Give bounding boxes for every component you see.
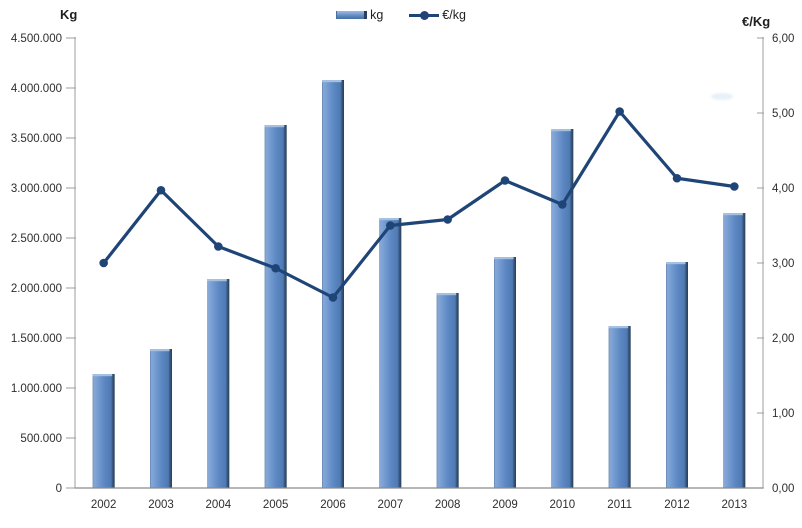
bar-rect <box>723 213 746 488</box>
x-axis-label-2008: 2008 <box>435 499 461 511</box>
bar-2012 <box>666 262 688 488</box>
bar-rect <box>379 218 402 488</box>
bar-top-bevel <box>494 257 514 260</box>
left-axis-tick-label: 3.500.000 <box>11 133 62 145</box>
legend: kg €/kg <box>0 8 802 22</box>
bar-2008 <box>436 293 459 488</box>
bar-top-bevel <box>723 213 743 216</box>
line-marker-2007 <box>386 221 395 230</box>
line-marker-2011 <box>615 107 624 116</box>
x-axis-label-2011: 2011 <box>607 499 632 511</box>
left-axis-title: Kg <box>60 7 78 22</box>
line-marker-2004 <box>214 242 223 251</box>
x-axis-label-2010: 2010 <box>550 499 576 511</box>
bar-rect <box>608 326 631 488</box>
left-axis-tick-label: 4.500.000 <box>11 33 62 45</box>
left-axis-tick-label: 1.500.000 <box>11 333 62 345</box>
bar-series-swatch-icon <box>336 11 368 19</box>
line-marker-2012 <box>672 173 682 183</box>
bar-2005 <box>264 125 287 488</box>
line-marker-2010 <box>558 200 567 209</box>
bar-top-bevel <box>322 80 342 83</box>
x-axis-label-2007: 2007 <box>378 499 404 511</box>
watermark-smudge <box>711 93 733 100</box>
right-axis-tick-label: 1,00 <box>772 408 794 420</box>
bar-series-kg <box>92 80 746 488</box>
line-marker-2013 <box>730 182 739 191</box>
line-marker-2003 <box>156 185 166 195</box>
left-axis-tick-label: 4.000.000 <box>11 83 62 95</box>
bar-top-bevel <box>608 326 629 329</box>
bar-2010 <box>551 129 574 488</box>
line-marker-2008 <box>443 215 452 224</box>
x-axis-label-2002: 2002 <box>91 499 117 511</box>
line-marker-2006 <box>328 293 338 302</box>
bar-2011 <box>608 326 631 488</box>
bar-rect <box>264 125 287 488</box>
bar-rect <box>150 349 172 488</box>
legend-label-kg: kg <box>370 8 384 22</box>
bar-2004 <box>207 279 230 488</box>
line-marker-2005 <box>271 263 280 273</box>
x-axis-label-2009: 2009 <box>492 499 518 511</box>
bar-top-bevel <box>379 218 399 221</box>
bar-2007 <box>379 218 402 488</box>
line-series-eur-per-kg <box>102 109 736 300</box>
right-axis-tick-label: 5,00 <box>772 108 794 120</box>
bar-2003 <box>150 349 172 488</box>
bar-2006 <box>322 80 344 488</box>
x-axis-label-2005: 2005 <box>263 499 289 511</box>
right-axis-tick-label: 3,00 <box>772 258 794 270</box>
bar-rect <box>207 279 230 488</box>
bar-top-bevel <box>92 374 113 377</box>
x-axis-label-2012: 2012 <box>664 499 690 511</box>
left-axis-tick-label: 0 <box>56 483 62 495</box>
line-marker-2009 <box>500 176 510 185</box>
bar-top-bevel <box>207 279 227 282</box>
legend-label-eur-per-kg: €/kg <box>442 8 466 22</box>
bar-rect <box>666 262 688 488</box>
right-axis-title: €/Kg <box>742 14 771 29</box>
bar-2013 <box>723 213 746 488</box>
bar-rect <box>92 374 115 488</box>
left-axis-tick-label: 500.000 <box>20 433 62 445</box>
left-axis-tick-label: 2.500.000 <box>11 233 62 245</box>
x-axis-label-2003: 2003 <box>148 499 174 511</box>
right-axis-tick-label: 2,00 <box>772 333 794 345</box>
right-axis-tick-label: 6,00 <box>772 33 794 45</box>
left-axis-tick-label: 1.000.000 <box>11 383 62 395</box>
bar-2002 <box>92 374 115 488</box>
legend-item-kg: kg <box>336 8 383 22</box>
bar-top-bevel <box>150 349 170 352</box>
bar-top-bevel <box>666 262 686 265</box>
bar-top-bevel <box>264 125 285 128</box>
left-axis-tick-label: 3.000.000 <box>11 183 62 195</box>
left-axis-tick-label: 2.000.000 <box>11 283 62 295</box>
bar-2009 <box>494 257 516 488</box>
bar-rect <box>551 129 574 488</box>
bar-rect <box>494 257 516 488</box>
legend-item-eur-per-kg: €/kg <box>409 8 466 22</box>
x-axis-label-2006: 2006 <box>320 499 346 511</box>
x-axis-label-2013: 2013 <box>722 499 748 511</box>
x-axis-label-2004: 2004 <box>206 499 232 511</box>
right-axis-tick-label: 0,00 <box>772 483 794 495</box>
right-axis-tick-label: 4,00 <box>772 183 794 195</box>
line-marker-2002 <box>99 258 108 268</box>
bar-top-bevel <box>551 129 571 132</box>
bar-rect <box>436 293 459 488</box>
line-series-swatch-icon <box>409 10 440 20</box>
bar-top-bevel <box>436 293 457 296</box>
bar-rect <box>322 80 344 488</box>
